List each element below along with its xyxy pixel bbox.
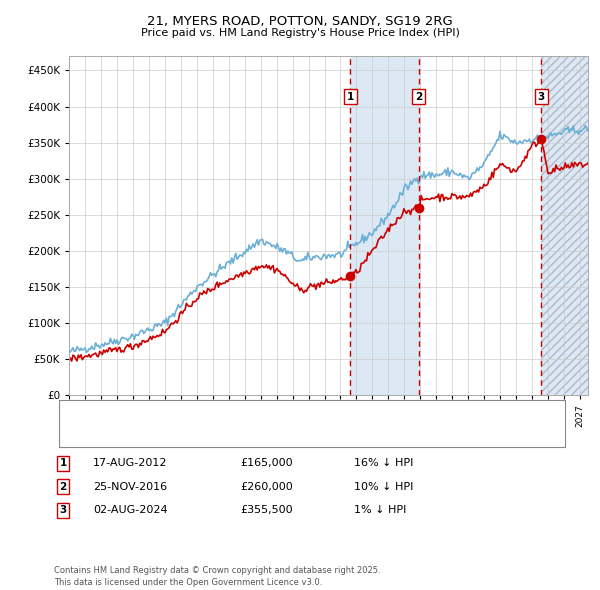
Text: £260,000: £260,000 [240, 482, 293, 491]
Text: Contains HM Land Registry data © Crown copyright and database right 2025.
This d: Contains HM Land Registry data © Crown c… [54, 566, 380, 587]
Text: 21, MYERS ROAD, POTTON, SANDY, SG19 2RG (semi-detached house): 21, MYERS ROAD, POTTON, SANDY, SG19 2RG … [105, 409, 447, 418]
Text: 1% ↓ HPI: 1% ↓ HPI [354, 506, 406, 515]
Text: 2: 2 [415, 92, 422, 101]
Text: 17-AUG-2012: 17-AUG-2012 [93, 458, 167, 468]
Text: 1: 1 [347, 92, 354, 101]
Text: ———: ——— [69, 409, 103, 418]
Text: £165,000: £165,000 [240, 458, 293, 468]
Text: 02-AUG-2024: 02-AUG-2024 [93, 506, 167, 515]
Text: 2: 2 [59, 482, 67, 491]
Bar [350, 56, 419, 395]
Text: 10% ↓ HPI: 10% ↓ HPI [354, 482, 413, 491]
Bar [541, 56, 588, 395]
Text: HPI: Average price, semi-detached house, Central Bedfordshire: HPI: Average price, semi-detached house,… [105, 430, 413, 440]
Text: £355,500: £355,500 [240, 506, 293, 515]
Text: 25-NOV-2016: 25-NOV-2016 [93, 482, 167, 491]
Text: ———: ——— [69, 430, 103, 440]
Text: 21, MYERS ROAD, POTTON, SANDY, SG19 2RG: 21, MYERS ROAD, POTTON, SANDY, SG19 2RG [147, 15, 453, 28]
Text: 3: 3 [538, 92, 545, 101]
Text: 16% ↓ HPI: 16% ↓ HPI [354, 458, 413, 468]
Bar [541, 56, 588, 395]
Text: Price paid vs. HM Land Registry's House Price Index (HPI): Price paid vs. HM Land Registry's House … [140, 28, 460, 38]
Text: 3: 3 [59, 506, 67, 515]
Text: 1: 1 [59, 458, 67, 468]
